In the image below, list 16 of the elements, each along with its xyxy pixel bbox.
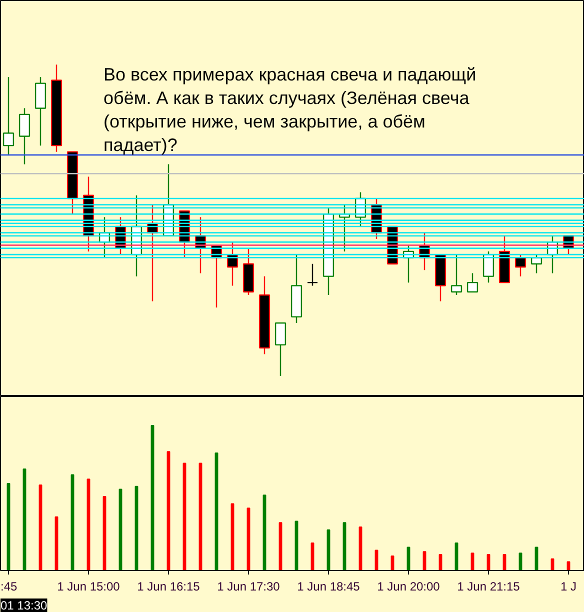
x-tick-label: 1 Jun 18:45: [297, 580, 360, 594]
candlestick: [466, 272, 478, 292]
candlestick: [18, 108, 30, 165]
x-tick-label: 1 J: [560, 580, 577, 594]
candlestick: [306, 263, 318, 286]
candlestick: [450, 254, 462, 296]
x-tick-label: 1 Jun 16:15: [137, 580, 200, 594]
annotation: Во всех примерах красная свеча и падающй обём. А как в таких случаях (Зелёная свеча (открытие ниже, чем закрытие, а обём падает)?: [104, 64, 476, 155]
x-tick-label: :45: [0, 580, 18, 594]
x-tick-label: 1 Jun 15:00: [57, 580, 120, 594]
candlestick: [2, 76, 14, 156]
x-tick-label: 1 Jun 21:15: [457, 580, 520, 594]
candlestick: [274, 322, 286, 377]
x-tick-label: 1 Jun 17:30: [217, 580, 280, 594]
text: 01 13:30: [0, 598, 48, 612]
x-tick-label: 1 Jun 20:00: [377, 580, 440, 594]
